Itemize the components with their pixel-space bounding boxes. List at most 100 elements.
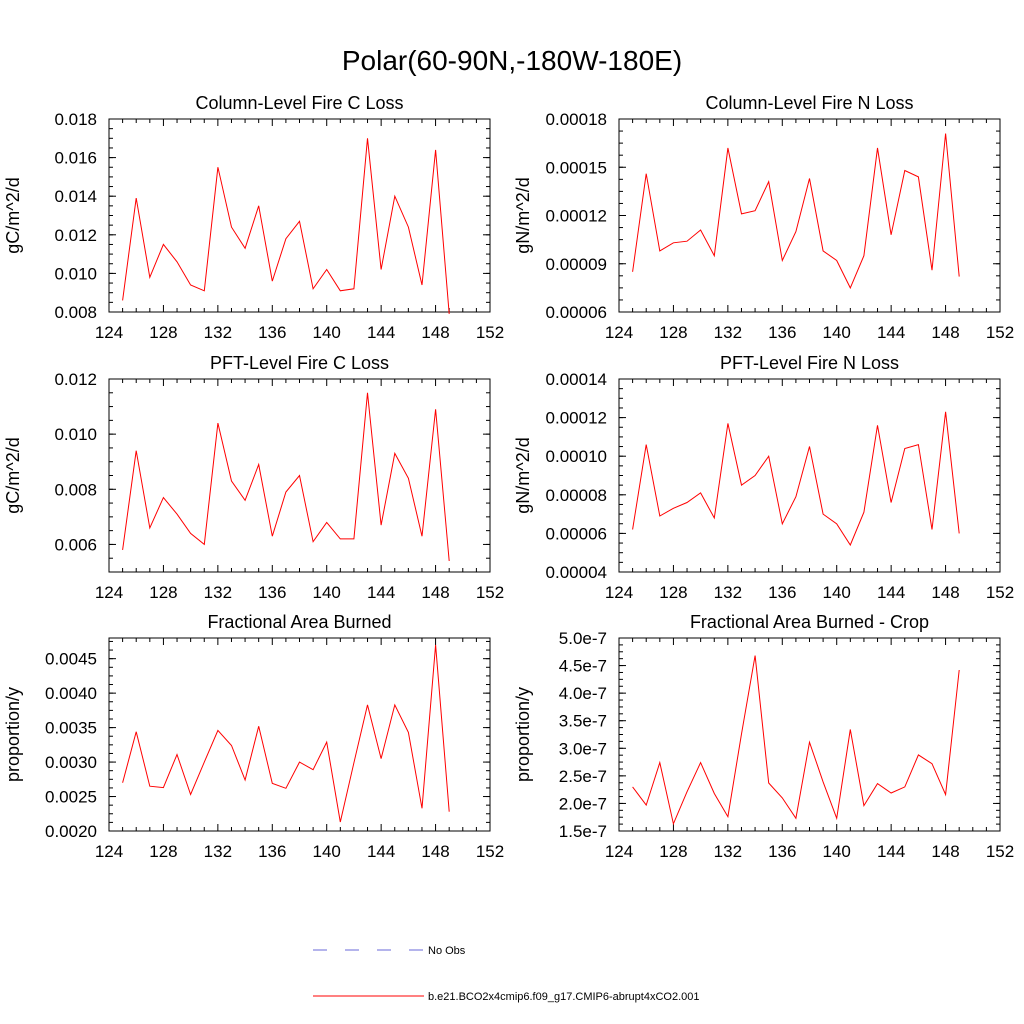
x-tick-label: 140 bbox=[313, 323, 341, 342]
y-tick-label: 4.5e-7 bbox=[559, 657, 607, 676]
plot-frame bbox=[618, 118, 1001, 313]
y-tick-label: 3.5e-7 bbox=[559, 712, 607, 731]
x-tick-label: 124 bbox=[95, 323, 123, 342]
x-tick-label: 124 bbox=[605, 323, 633, 342]
plot-frame bbox=[108, 637, 491, 832]
x-tick-label: 144 bbox=[877, 842, 905, 861]
x-tick-label: 132 bbox=[714, 323, 742, 342]
y-axis-label: gC/m^2/d bbox=[3, 177, 23, 253]
x-tick-label: 152 bbox=[986, 583, 1014, 602]
series-line bbox=[122, 392, 450, 562]
x-tick-label: 140 bbox=[823, 583, 851, 602]
y-tick-label: 0.012 bbox=[54, 226, 97, 245]
y-tick-label: 0.00010 bbox=[546, 447, 607, 466]
panel-title: PFT-Level Fire N Loss bbox=[720, 353, 899, 373]
y-tick-label: 2.5e-7 bbox=[559, 767, 607, 786]
x-tick-label: 136 bbox=[768, 842, 796, 861]
x-tick-label: 132 bbox=[204, 842, 232, 861]
x-tick-label: 128 bbox=[659, 842, 687, 861]
x-tick-label: 152 bbox=[476, 583, 504, 602]
x-tick-label: 132 bbox=[204, 583, 232, 602]
y-tick-label: 4.0e-7 bbox=[559, 684, 607, 703]
panel-title: Column-Level Fire C Loss bbox=[195, 93, 403, 113]
x-tick-label: 148 bbox=[931, 323, 959, 342]
x-tick-label: 124 bbox=[95, 842, 123, 861]
panel-title: Fractional Area Burned bbox=[207, 612, 391, 632]
x-tick-label: 144 bbox=[877, 583, 905, 602]
y-tick-label: 1.5e-7 bbox=[559, 822, 607, 841]
figure-title: Polar(60-90N,-180W-180E) bbox=[342, 45, 682, 76]
x-tick-label: 124 bbox=[605, 842, 633, 861]
panel-grid: Column-Level Fire C Loss gC/m^2/d 124 128 13… bbox=[3, 93, 1014, 861]
x-tick-label: 144 bbox=[367, 583, 395, 602]
panel-title: Fractional Area Burned - Crop bbox=[690, 612, 929, 632]
y-tick-label: 0.008 bbox=[54, 480, 97, 499]
x-tick-label: 152 bbox=[476, 842, 504, 861]
y-axis-label: gN/m^2/d bbox=[513, 437, 533, 513]
legend: No Obs b.e21.BCO2x4cmip6.f09_g17.CMIP6-a… bbox=[313, 945, 700, 1003]
y-tick-label: 5.0e-7 bbox=[559, 629, 607, 648]
x-tick-label: 132 bbox=[714, 842, 742, 861]
y-tick-label: 0.0030 bbox=[45, 753, 97, 772]
series-line bbox=[632, 655, 960, 826]
legend-label-model: b.e21.BCO2x4cmip6.f09_g17.CMIP6-abrupt4x… bbox=[428, 991, 700, 1003]
panel-title: Column-Level Fire N Loss bbox=[705, 93, 913, 113]
y-tick-label: 0.00004 bbox=[546, 563, 607, 582]
x-tick-label: 148 bbox=[421, 842, 449, 861]
y-tick-label: 0.006 bbox=[54, 535, 97, 554]
x-tick-label: 128 bbox=[659, 323, 687, 342]
x-tick-label: 148 bbox=[421, 583, 449, 602]
x-tick-label: 128 bbox=[149, 323, 177, 342]
series-line bbox=[122, 644, 450, 823]
y-tick-label: 0.014 bbox=[54, 187, 97, 206]
y-tick-label: 0.00015 bbox=[546, 158, 607, 177]
x-tick-label: 152 bbox=[476, 323, 504, 342]
y-tick-label: 0.00006 bbox=[546, 524, 607, 543]
y-tick-label: 0.00008 bbox=[546, 486, 607, 505]
y-axis-label: proportion/y bbox=[3, 687, 23, 782]
chart-panel-fractional-area-burned: Fractional Area Burned proportion/y 124 128… bbox=[3, 612, 504, 861]
y-tick-label: 0.010 bbox=[54, 425, 97, 444]
y-tick-label: 0.018 bbox=[54, 110, 97, 129]
x-tick-label: 148 bbox=[931, 583, 959, 602]
y-tick-label: 0.0040 bbox=[45, 684, 97, 703]
y-tick-label: 0.00012 bbox=[546, 207, 607, 226]
chart-panel-pft-level-fire-c-loss: PFT-Level Fire C Loss gC/m^2/d 124 128 132 13… bbox=[3, 353, 504, 602]
y-tick-label: 3.0e-7 bbox=[559, 739, 607, 758]
x-tick-label: 140 bbox=[313, 842, 341, 861]
plot-frame bbox=[618, 378, 1001, 573]
x-tick-label: 136 bbox=[258, 583, 286, 602]
x-tick-label: 140 bbox=[823, 323, 851, 342]
x-tick-label: 140 bbox=[823, 842, 851, 861]
x-tick-label: 128 bbox=[659, 583, 687, 602]
plot-frame bbox=[108, 118, 491, 313]
x-tick-label: 124 bbox=[95, 583, 123, 602]
x-tick-label: 132 bbox=[714, 583, 742, 602]
y-tick-label: 0.00009 bbox=[546, 255, 607, 274]
plot-frame bbox=[618, 637, 1001, 832]
x-tick-label: 144 bbox=[877, 323, 905, 342]
x-tick-label: 152 bbox=[986, 323, 1014, 342]
y-tick-label: 0.012 bbox=[54, 370, 97, 389]
legend-label-no-obs: No Obs bbox=[428, 945, 466, 957]
y-tick-label: 0.0035 bbox=[45, 719, 97, 738]
x-tick-label: 136 bbox=[768, 323, 796, 342]
x-tick-label: 136 bbox=[258, 842, 286, 861]
x-tick-label: 144 bbox=[367, 323, 395, 342]
y-axis-label: proportion/y bbox=[513, 687, 533, 782]
panel-title: PFT-Level Fire C Loss bbox=[210, 353, 389, 373]
x-tick-label: 124 bbox=[605, 583, 633, 602]
y-tick-label: 2.0e-7 bbox=[559, 794, 607, 813]
series-line bbox=[632, 411, 960, 547]
x-tick-label: 128 bbox=[149, 583, 177, 602]
y-tick-label: 0.0025 bbox=[45, 788, 97, 807]
x-tick-label: 136 bbox=[258, 323, 286, 342]
chart-panel-column-level-fire-n-loss: Column-Level Fire N Loss gN/m^2/d 124 128 13… bbox=[513, 93, 1014, 342]
series-line bbox=[122, 138, 450, 314]
chart-panel-fractional-area-burned-crop: Fractional Area Burned - Crop proportion/… bbox=[513, 612, 1014, 861]
y-tick-label: 0.00006 bbox=[546, 303, 607, 322]
y-tick-label: 0.00018 bbox=[546, 110, 607, 129]
y-tick-label: 0.016 bbox=[54, 149, 97, 168]
x-tick-label: 148 bbox=[421, 323, 449, 342]
